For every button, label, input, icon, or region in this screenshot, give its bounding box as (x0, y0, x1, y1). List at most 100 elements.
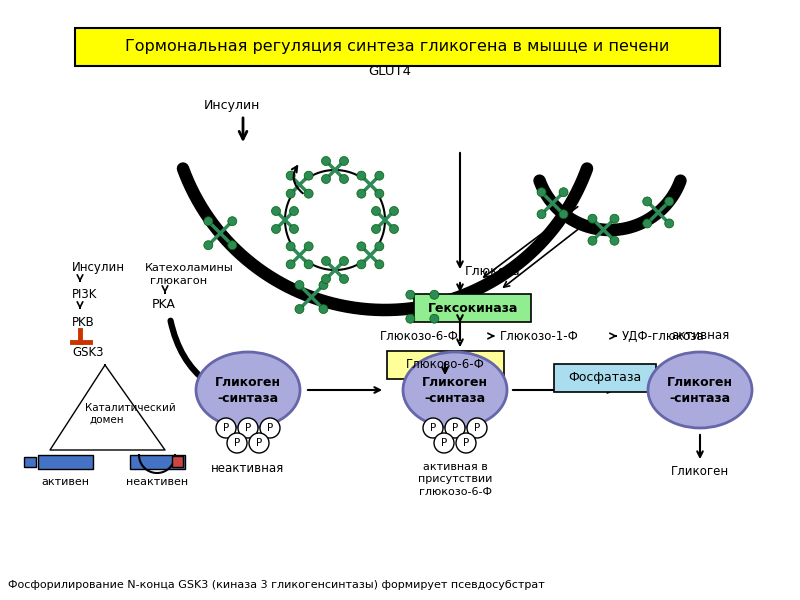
Text: P: P (441, 438, 447, 448)
Circle shape (430, 314, 439, 323)
Text: неактивен: неактивен (126, 477, 188, 487)
Ellipse shape (196, 352, 300, 428)
Text: -синтаза: -синтаза (670, 391, 730, 404)
Circle shape (357, 171, 366, 180)
Circle shape (456, 433, 476, 453)
Circle shape (290, 206, 298, 215)
Text: P: P (256, 438, 262, 448)
Circle shape (271, 206, 281, 215)
Circle shape (216, 418, 236, 438)
Circle shape (357, 189, 366, 198)
Text: Фосфорилирование N-конца GSK3 (киназа 3 гликогенсинтазы) формирует псевдосубстра: Фосфорилирование N-конца GSK3 (киназа 3 … (8, 580, 545, 590)
Text: Глюкозо-6-Ф: Глюкозо-6-Ф (380, 329, 459, 343)
Circle shape (375, 189, 384, 198)
Text: P: P (245, 423, 251, 433)
Circle shape (406, 314, 415, 323)
Circle shape (286, 171, 295, 180)
Text: неактивная: неактивная (211, 462, 285, 475)
Text: Каталитический: Каталитический (85, 403, 176, 413)
Circle shape (319, 281, 328, 290)
Circle shape (339, 275, 349, 283)
Text: Глюкозо-1-Ф: Глюкозо-1-Ф (500, 329, 579, 343)
Circle shape (610, 214, 619, 223)
Circle shape (357, 242, 366, 251)
Circle shape (588, 214, 597, 223)
Circle shape (559, 188, 568, 197)
FancyBboxPatch shape (172, 456, 183, 467)
Text: P: P (234, 438, 240, 448)
Text: P: P (430, 423, 436, 433)
Circle shape (295, 305, 304, 314)
Circle shape (390, 206, 398, 215)
Circle shape (430, 290, 439, 299)
Text: P: P (267, 423, 273, 433)
Text: Гликоген: Гликоген (667, 377, 733, 389)
FancyBboxPatch shape (414, 294, 531, 322)
Ellipse shape (648, 352, 752, 428)
Text: PI3K: PI3K (72, 289, 98, 301)
Circle shape (322, 175, 330, 184)
Circle shape (322, 157, 330, 166)
Text: Глюкозо-6-Ф: Глюкозо-6-Ф (406, 358, 485, 371)
Text: P: P (474, 423, 480, 433)
Text: домен: домен (90, 415, 125, 425)
Text: GLUT4: GLUT4 (369, 65, 411, 78)
Circle shape (559, 210, 568, 219)
Circle shape (371, 206, 381, 215)
Text: PKB: PKB (72, 316, 94, 329)
FancyBboxPatch shape (554, 364, 656, 392)
Text: P: P (452, 423, 458, 433)
Text: Гликоген: Гликоген (422, 377, 488, 389)
Circle shape (610, 236, 619, 245)
Circle shape (260, 418, 280, 438)
Circle shape (642, 197, 652, 206)
Text: -синтаза: -синтаза (218, 391, 278, 404)
Circle shape (537, 210, 546, 219)
Circle shape (227, 433, 247, 453)
Circle shape (295, 281, 304, 290)
FancyBboxPatch shape (130, 455, 185, 469)
Text: Гексокиназа: Гексокиназа (428, 301, 518, 314)
Text: Катехоламины: Катехоламины (145, 263, 234, 273)
FancyBboxPatch shape (24, 457, 36, 467)
Circle shape (390, 224, 398, 233)
Circle shape (304, 242, 313, 251)
Text: Фосфатаза: Фосфатаза (568, 371, 642, 385)
Text: P: P (463, 438, 469, 448)
Circle shape (204, 217, 213, 226)
Circle shape (286, 260, 295, 269)
Circle shape (322, 257, 330, 265)
Text: Глюкоза: Глюкоза (465, 265, 521, 278)
Text: Гликоген: Гликоген (215, 377, 281, 389)
Circle shape (249, 433, 269, 453)
Circle shape (228, 241, 237, 250)
Text: УДФ-глюкоза: УДФ-глюкоза (622, 329, 705, 343)
Circle shape (375, 242, 384, 251)
Circle shape (304, 189, 313, 198)
Circle shape (271, 224, 281, 233)
Circle shape (204, 241, 213, 250)
Circle shape (286, 189, 295, 198)
Ellipse shape (403, 352, 507, 428)
Circle shape (642, 219, 652, 228)
Circle shape (228, 217, 237, 226)
Circle shape (339, 157, 349, 166)
Circle shape (339, 175, 349, 184)
Text: -синтаза: -синтаза (425, 391, 486, 404)
Text: PKA: PKA (152, 298, 176, 311)
Text: Инсулин: Инсулин (204, 99, 260, 112)
Text: активная: активная (671, 329, 729, 342)
Circle shape (434, 433, 454, 453)
Circle shape (423, 418, 443, 438)
Text: P: P (223, 423, 229, 433)
Circle shape (588, 236, 597, 245)
Circle shape (665, 197, 674, 206)
Circle shape (467, 418, 487, 438)
Circle shape (322, 275, 330, 283)
Circle shape (375, 171, 384, 180)
Text: Гормональная регуляция синтеза гликогена в мышце и печени: Гормональная регуляция синтеза гликогена… (125, 40, 669, 55)
Text: активная в
присутствии
глюкозо-6-Ф: активная в присутствии глюкозо-6-Ф (418, 462, 492, 497)
Circle shape (238, 418, 258, 438)
FancyBboxPatch shape (38, 455, 93, 469)
Text: глюкагон: глюкагон (150, 276, 207, 286)
